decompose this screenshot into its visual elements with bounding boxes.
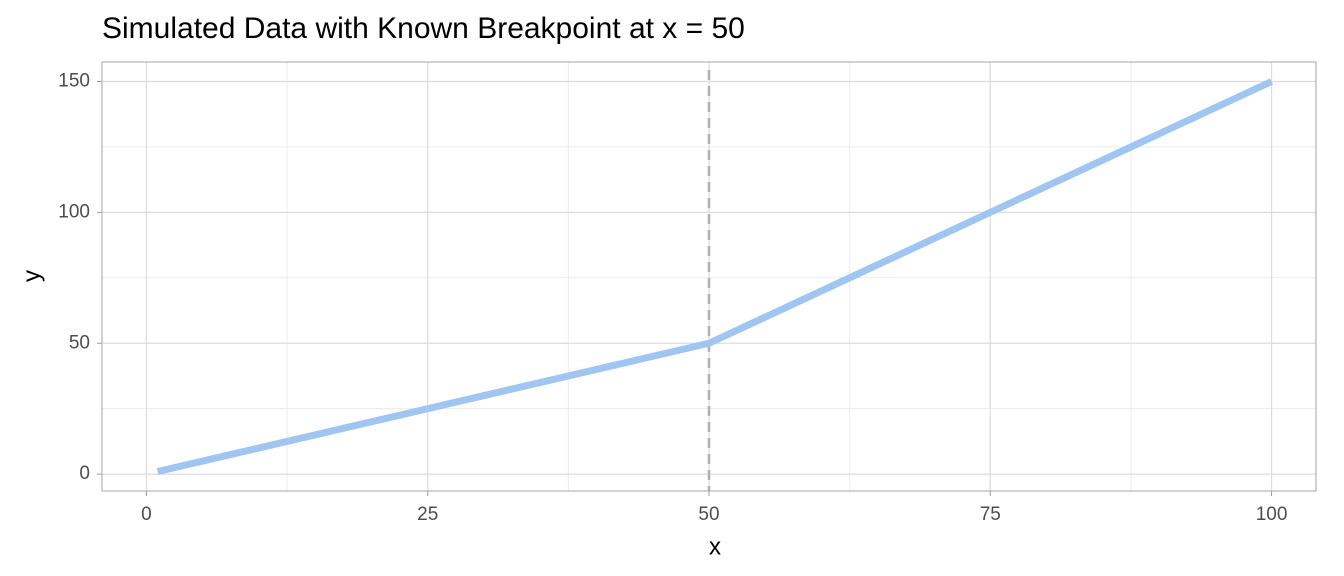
x-tick-label: 100 bbox=[1256, 504, 1288, 525]
x-tick-label: 0 bbox=[141, 504, 152, 525]
y-tick-label: 150 bbox=[58, 71, 90, 92]
y-tick-label: 0 bbox=[79, 463, 90, 484]
y-tick-label: 100 bbox=[58, 201, 90, 222]
chart-title: Simulated Data with Known Breakpoint at … bbox=[102, 12, 745, 45]
data-line bbox=[156, 78, 1274, 475]
y-tick-label: 50 bbox=[69, 332, 90, 353]
x-tick-label: 25 bbox=[417, 504, 438, 525]
x-tick-label: 75 bbox=[980, 504, 1001, 525]
y-axis-label: y bbox=[18, 270, 45, 282]
x-axis-label: x bbox=[709, 533, 721, 560]
x-tick-label: 50 bbox=[698, 504, 719, 525]
